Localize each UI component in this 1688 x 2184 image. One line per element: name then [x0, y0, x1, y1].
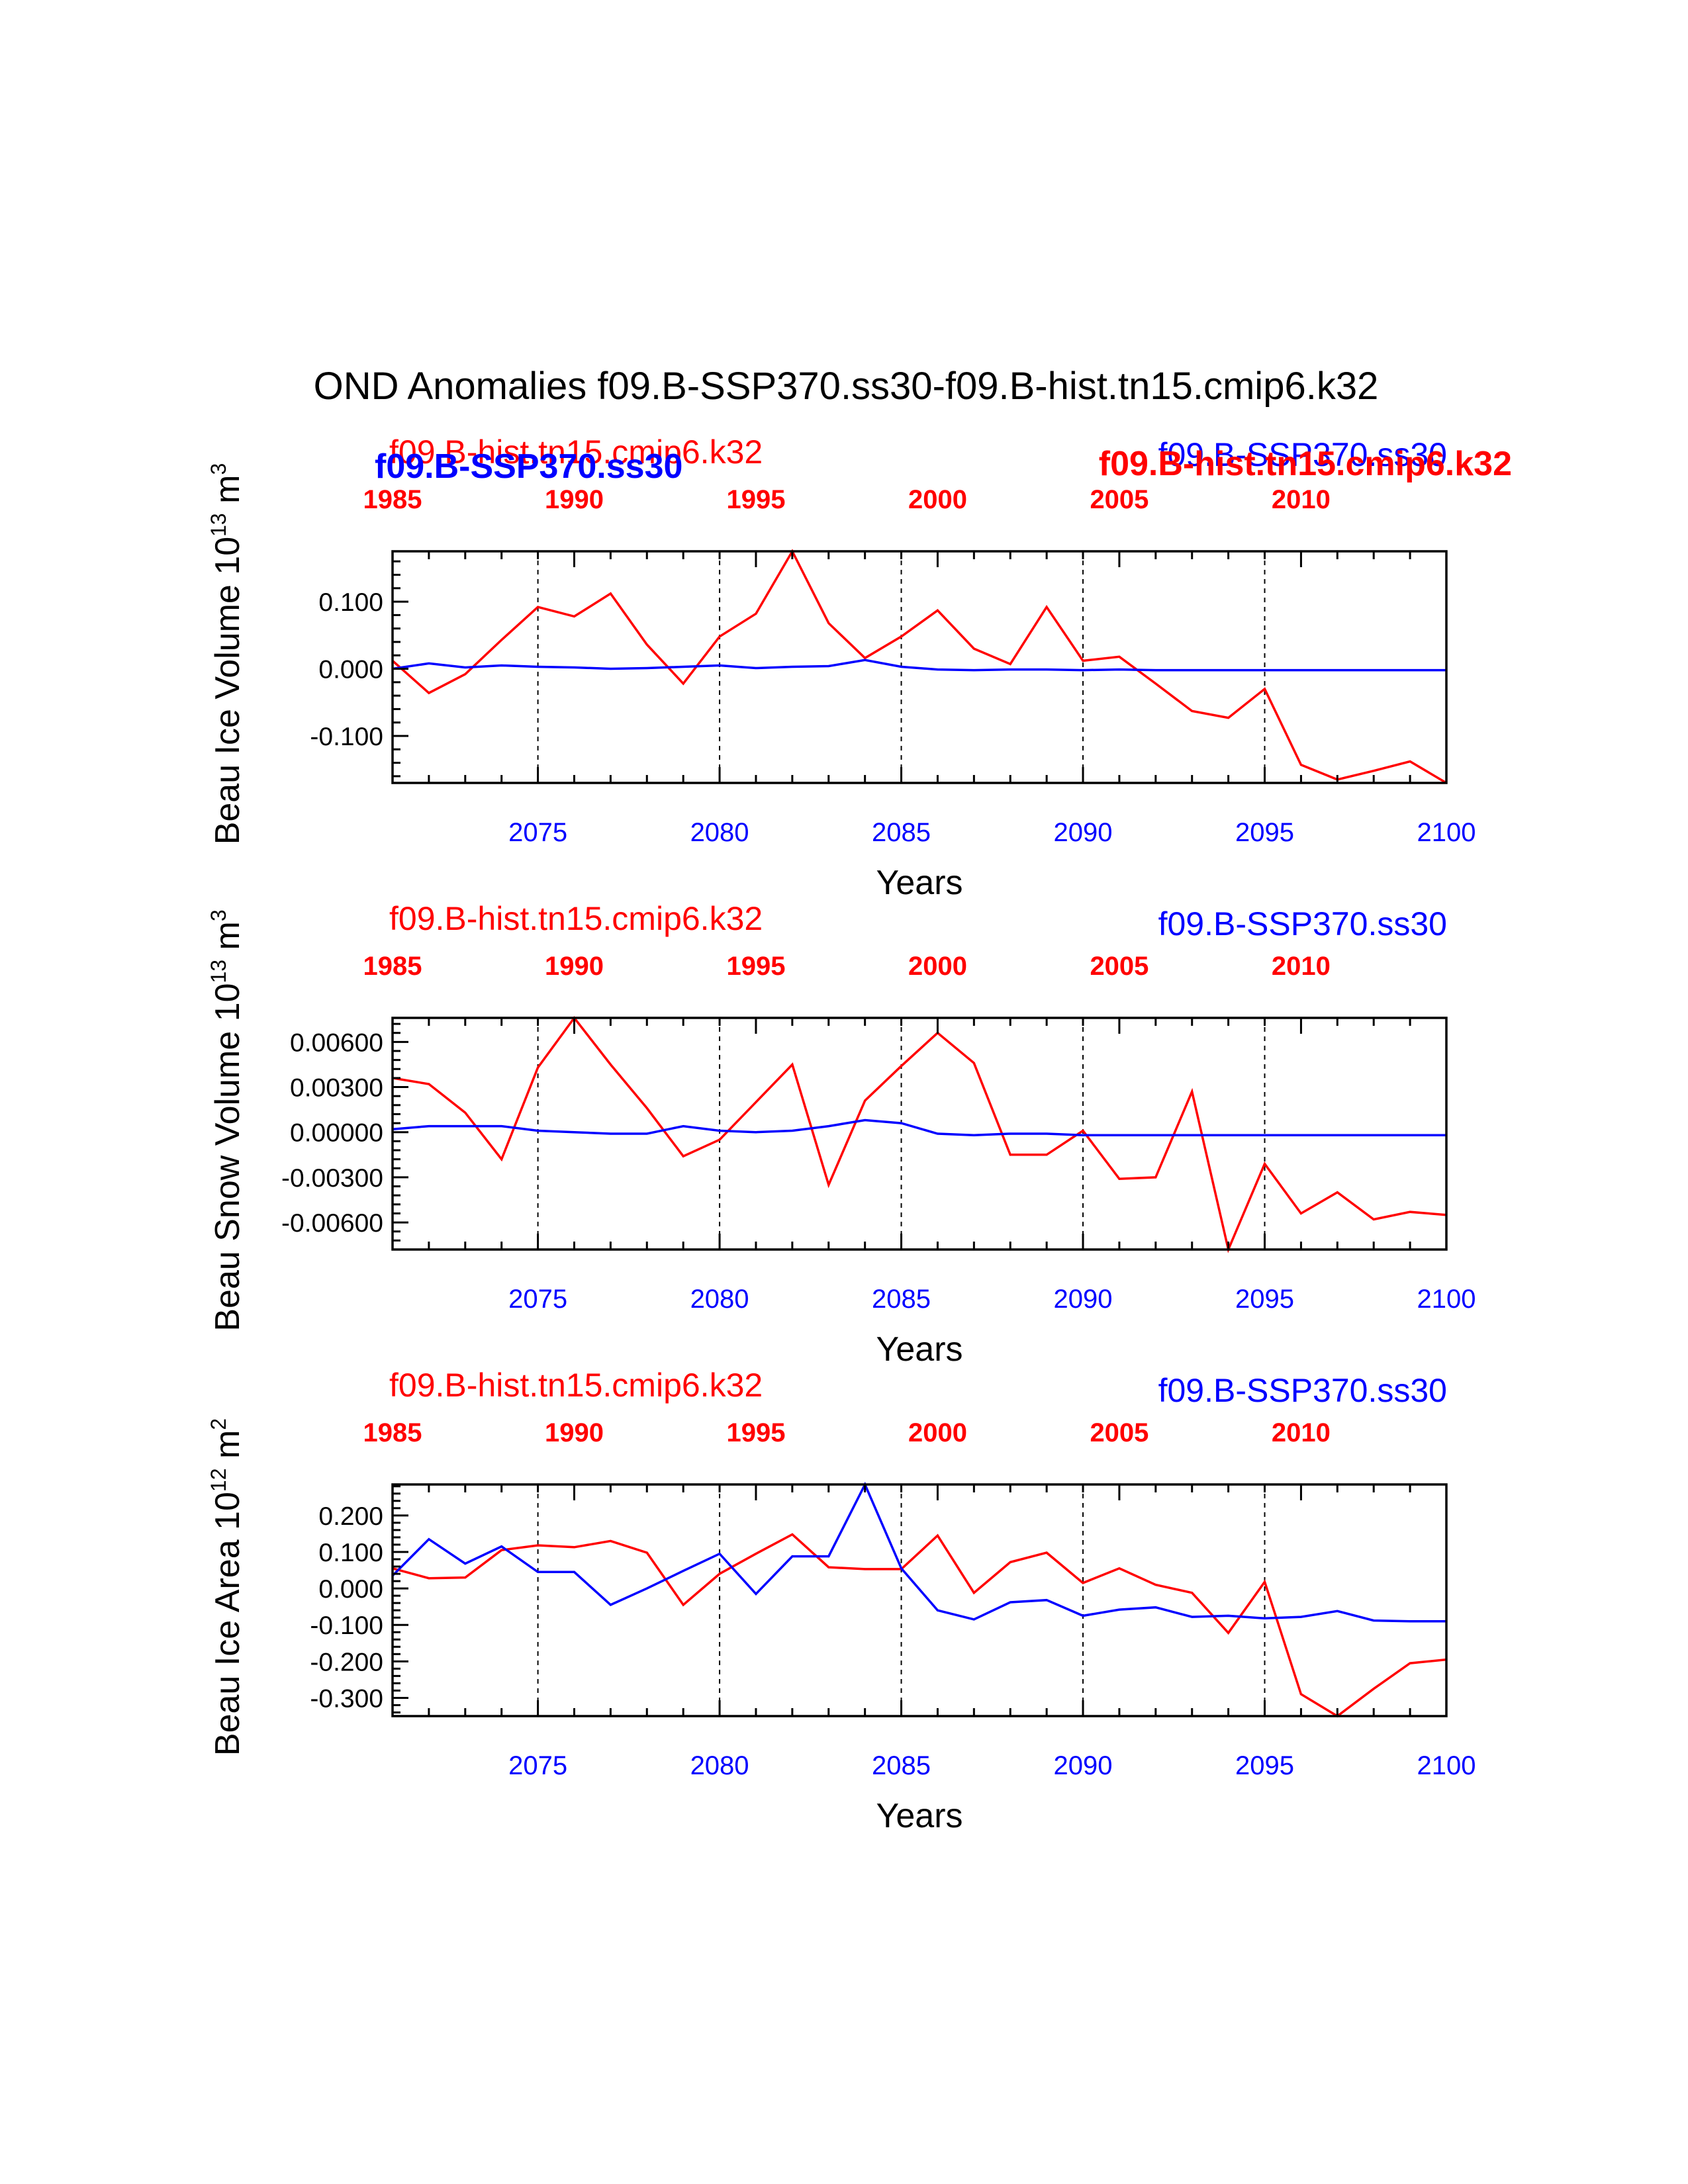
- y-tick-label: 0.000: [318, 656, 383, 684]
- x-tick-label-bottom: 2075: [508, 1751, 567, 1780]
- y-tick-label: -0.100: [310, 723, 383, 751]
- x-tick-label-top: 1995: [726, 952, 785, 981]
- legend-blue-top-left-bold: f09.B-SSP370.ss30: [375, 447, 682, 486]
- y-axis-label: Beau Snow Volume 1013 m3: [207, 909, 247, 1331]
- legend-red-top-left: f09.B-hist.tn15.cmip6.k32: [389, 900, 763, 937]
- x-tick-label-bottom: 2085: [872, 1751, 931, 1780]
- y-label-unit-exponent: 3: [207, 463, 230, 475]
- y-tick-label: 0.100: [318, 1539, 383, 1567]
- axes-group: 2075 2080 2085 2090 2095 2100 1985 1990 1995 2000…: [207, 909, 1476, 1369]
- x-tick-label-bottom: 2095: [1235, 818, 1294, 847]
- x-tick-label-bottom: 2090: [1054, 818, 1113, 847]
- y-axis-label: Beau Ice Area 1012 m2: [207, 1418, 247, 1756]
- series-line-red: [392, 1533, 1447, 1718]
- legend-red-top-left: f09.B-hist.tn15.cmip6.k32: [389, 1367, 763, 1404]
- x-axis-label: Years: [876, 1797, 962, 1835]
- panel-ice-volume: f09.B-hist.tn15.cmip6.k32 f09.B-SSP370.s…: [207, 433, 1512, 902]
- x-tick-label-top: 1990: [545, 1418, 604, 1447]
- x-tick-label-top: 2010: [1272, 485, 1331, 514]
- y-label-unit-exponent: 2: [207, 1418, 230, 1430]
- y-tick-label: 0.00600: [290, 1028, 383, 1057]
- x-axis-label: Years: [876, 864, 962, 902]
- y-tick-label: -0.200: [310, 1648, 383, 1676]
- axes-group: 2075 2080 2085 2090 2095 2100 1985 1990 1995 2000…: [207, 1418, 1476, 1835]
- x-tick-label-top: 2000: [908, 485, 967, 514]
- x-tick-label-top: 2005: [1090, 952, 1149, 981]
- y-label-exponent: 13: [207, 513, 230, 537]
- y-label-exponent: 12: [207, 1469, 230, 1492]
- x-tick-label-bottom: 2090: [1054, 1751, 1113, 1780]
- x-tick-label-top: 1995: [726, 1418, 785, 1447]
- x-tick-label-top: 2010: [1272, 952, 1331, 981]
- axes-group: 2075 2080 2085 2090 2095 2100 1985 1990 1995 2000…: [207, 463, 1476, 902]
- legend-blue-top-right: f09.B-SSP370.ss30: [1158, 436, 1447, 473]
- x-tick-label-top: 2000: [908, 1418, 967, 1447]
- x-tick-label-bottom: 2085: [872, 1285, 931, 1314]
- panel-ice-area: f09.B-hist.tn15.cmip6.k32 f09.B-SSP370.s…: [207, 1367, 1476, 1835]
- x-tick-label-bottom: 2080: [690, 1751, 749, 1780]
- series-line-blue: [392, 1118, 1446, 1137]
- x-tick-label-bottom: 2080: [690, 1285, 749, 1314]
- legend-blue-top-right: f09.B-SSP370.ss30: [1158, 1372, 1447, 1409]
- x-tick-label-top: 1990: [545, 485, 604, 514]
- y-label-exponent: 13: [207, 960, 230, 983]
- y-label-unit: m: [209, 921, 247, 960]
- x-tick-label-bottom: 2090: [1054, 1285, 1113, 1314]
- y-tick-label: -0.100: [310, 1612, 383, 1640]
- y-tick-label: 0.00000: [290, 1119, 383, 1148]
- y-tick-label: 0.100: [318, 588, 383, 617]
- x-tick-label-bottom: 2100: [1417, 1285, 1476, 1314]
- panel-snow-volume: f09.B-hist.tn15.cmip6.k32 f09.B-SSP370.s…: [207, 900, 1476, 1369]
- x-tick-label-bottom: 2100: [1417, 818, 1476, 847]
- x-tick-label-top: 2000: [908, 952, 967, 981]
- x-tick-label-bottom: 2100: [1417, 1751, 1476, 1780]
- legend-red-top-right-bold: f09.B-hist.tn15.cmip6.k32: [1099, 445, 1512, 483]
- x-tick-label-bottom: 2085: [872, 818, 931, 847]
- y-label-unit-exponent: 3: [207, 909, 230, 921]
- series-line-blue: [392, 659, 1446, 672]
- y-label-text: Beau Snow Volume 10: [209, 983, 247, 1332]
- x-tick-label-top: 2005: [1090, 1418, 1149, 1447]
- figure-title: OND Anomalies f09.B-SSP370.ss30-f09.B-hi…: [314, 365, 1379, 408]
- y-tick-label: -0.00600: [281, 1209, 383, 1238]
- x-tick-label-top: 1985: [363, 952, 422, 981]
- y-tick-label: 0.000: [318, 1575, 383, 1604]
- x-tick-label-bottom: 2075: [508, 1285, 567, 1314]
- y-label-unit: m: [209, 1430, 247, 1469]
- x-tick-label-top: 2005: [1090, 485, 1149, 514]
- x-tick-label-top: 2010: [1272, 1418, 1331, 1447]
- y-tick-label: -0.00300: [281, 1164, 383, 1193]
- x-tick-label-top: 1995: [726, 485, 785, 514]
- plot-frame: [391, 1017, 1448, 1251]
- y-tick-label: -0.300: [310, 1684, 383, 1713]
- plot-frame: [391, 550, 1448, 784]
- legend-blue-top-right: f09.B-SSP370.ss30: [1158, 905, 1447, 942]
- x-tick-label-bottom: 2075: [508, 818, 567, 847]
- plot-frame: [391, 1483, 1448, 1717]
- x-tick-label-top: 1985: [363, 1418, 422, 1447]
- y-tick-label: 0.00300: [290, 1074, 383, 1103]
- legend-red-top-left: f09.B-hist.tn15.cmip6.k32: [389, 433, 763, 471]
- x-tick-label-top: 1985: [363, 485, 422, 514]
- x-axis-label: Years: [876, 1330, 962, 1369]
- x-tick-label-bottom: 2095: [1235, 1751, 1294, 1780]
- y-label-text: Beau Ice Volume 10: [209, 537, 247, 844]
- y-label-text: Beau Ice Area 10: [209, 1492, 247, 1756]
- x-tick-label-bottom: 2095: [1235, 1285, 1294, 1314]
- series-line-blue: [391, 1481, 1446, 1623]
- x-tick-label-top: 1990: [545, 952, 604, 981]
- series-line-red: [391, 549, 1447, 784]
- y-tick-label: 0.200: [318, 1502, 383, 1531]
- series-line-red: [392, 1016, 1447, 1253]
- x-tick-label-bottom: 2080: [690, 818, 749, 847]
- y-label-unit: m: [209, 475, 247, 514]
- y-axis-label: Beau Ice Volume 1013 m3: [207, 463, 247, 845]
